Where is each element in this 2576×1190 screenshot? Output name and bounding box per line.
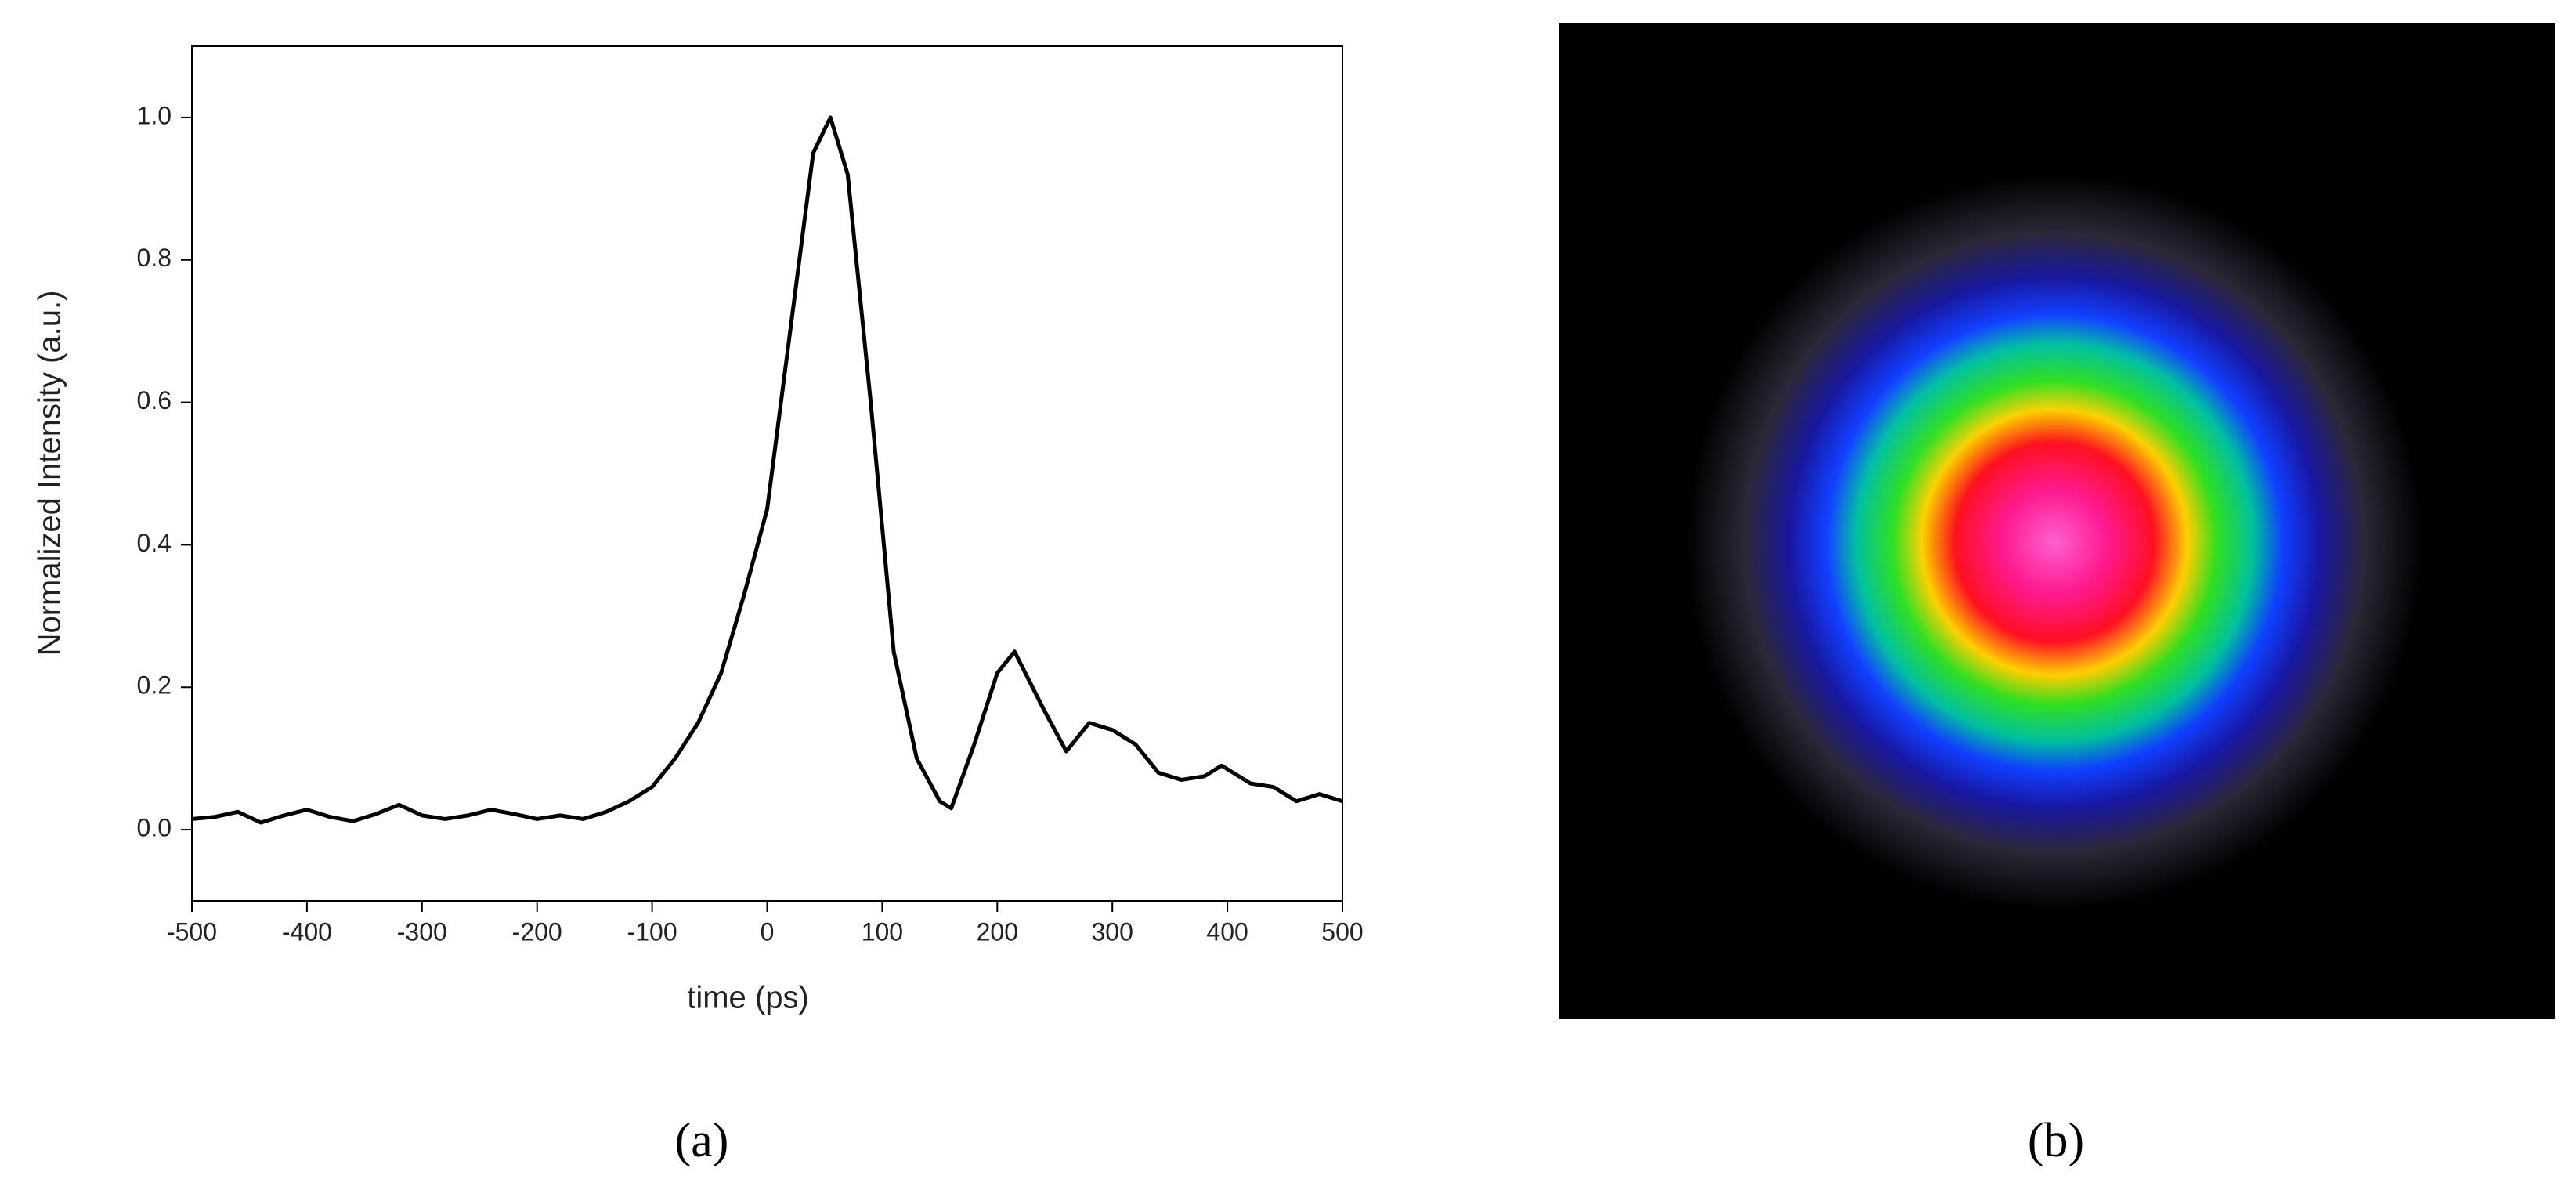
y-tick-label: 0.4 [137, 529, 172, 557]
x-tick-label: -200 [512, 917, 562, 946]
x-tick-label: 0 [761, 917, 775, 946]
x-tick-label: -400 [282, 917, 332, 946]
y-tick-label: 0.6 [137, 386, 172, 414]
y-axis-title: Normalized Intensity (a.u.) [33, 291, 67, 656]
beam-profile [1559, 23, 2555, 1019]
y-tick-label: 0.2 [137, 671, 172, 700]
caption: (b) [2028, 1114, 2084, 1167]
x-axis-title: time (ps) [687, 981, 809, 1015]
data-line [191, 115, 1343, 825]
x-tick-label: 500 [1321, 917, 1363, 946]
y-tick-label: 0.8 [137, 244, 172, 272]
x-tick-label: 400 [1206, 917, 1248, 946]
plot-frame [191, 45, 1343, 902]
x-tick-label: -300 [397, 917, 447, 946]
caption: (a) [675, 1114, 729, 1167]
x-tick-label: -100 [627, 917, 677, 946]
y-tick-label: 1.0 [137, 101, 172, 129]
x-tick-label: 100 [862, 917, 903, 946]
x-tick-label: -500 [167, 917, 217, 946]
x-tick-label: 300 [1092, 917, 1133, 946]
x-tick-label: 200 [977, 917, 1018, 946]
y-tick-label: 0.0 [137, 814, 172, 842]
